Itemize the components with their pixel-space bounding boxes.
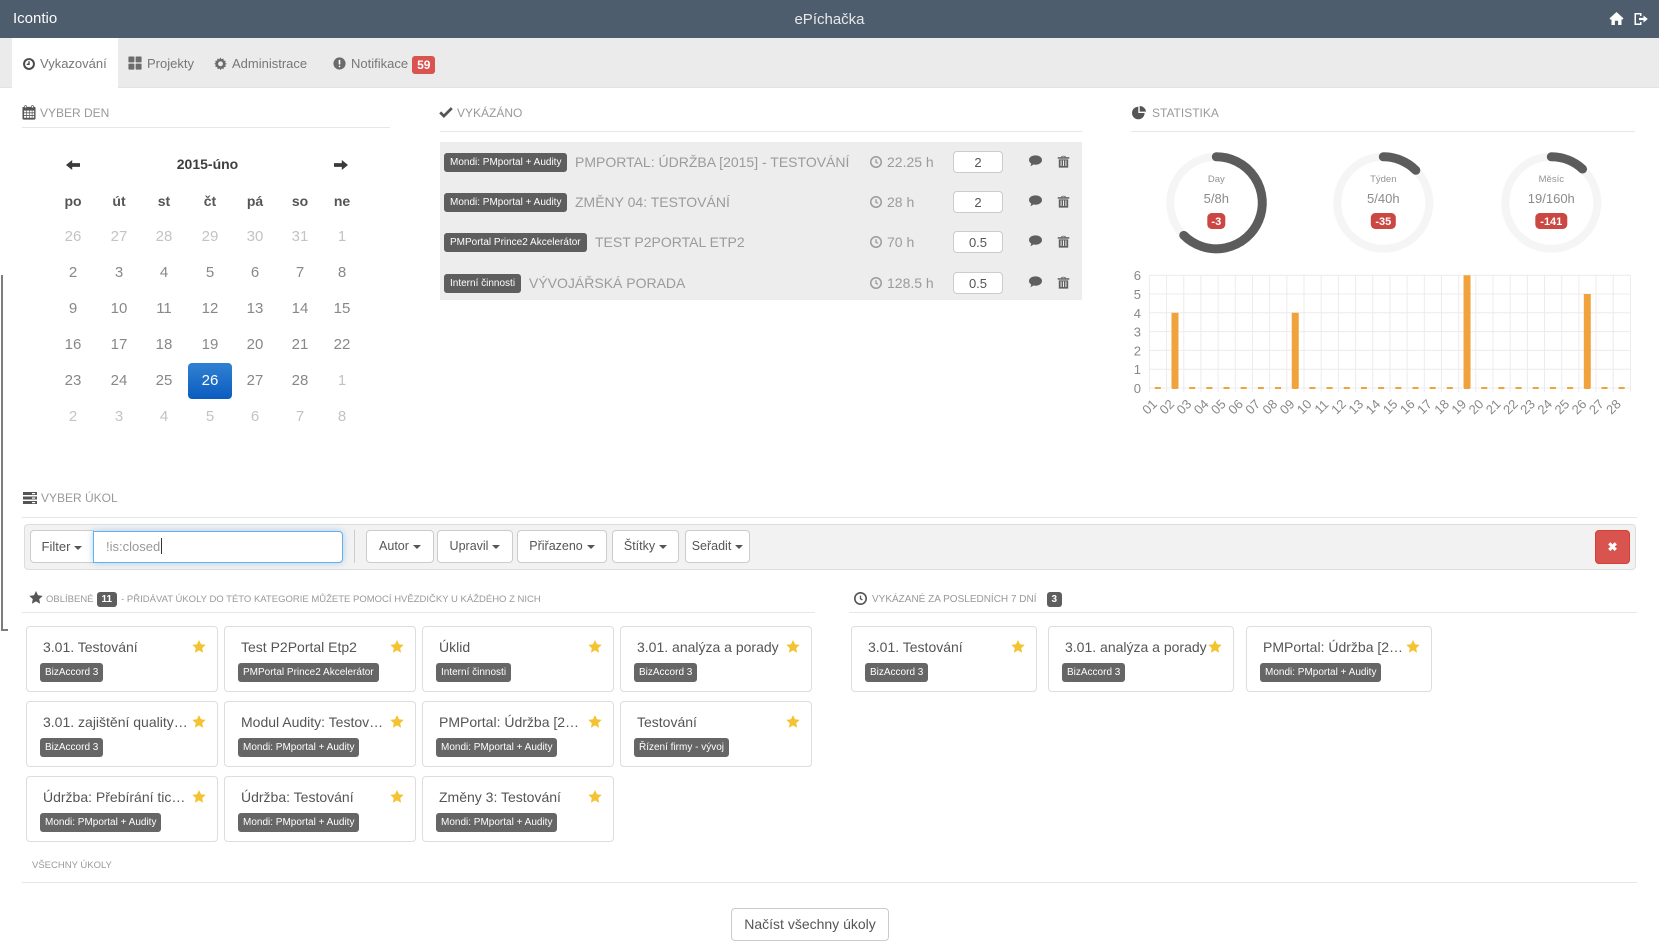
svg-text:5/40h: 5/40h bbox=[1367, 191, 1400, 206]
svg-text:6: 6 bbox=[1134, 268, 1141, 283]
svg-text:-3: -3 bbox=[1211, 216, 1221, 228]
svg-text:4: 4 bbox=[1134, 306, 1141, 321]
svg-text:Měsíc: Měsíc bbox=[1539, 174, 1565, 185]
svg-text:3: 3 bbox=[1134, 325, 1141, 340]
svg-text:28: 28 bbox=[1603, 396, 1624, 417]
svg-text:-141: -141 bbox=[1540, 216, 1562, 228]
svg-text:Day: Day bbox=[1208, 174, 1225, 185]
svg-text:1: 1 bbox=[1134, 362, 1141, 377]
svg-text:19/160h: 19/160h bbox=[1528, 191, 1575, 206]
svg-text:5: 5 bbox=[1134, 287, 1141, 302]
svg-text:5/8h: 5/8h bbox=[1204, 191, 1229, 206]
svg-text:Týden: Týden bbox=[1370, 174, 1396, 185]
svg-text:2: 2 bbox=[1134, 343, 1141, 358]
svg-text:0: 0 bbox=[1134, 381, 1141, 396]
svg-text:-35: -35 bbox=[1375, 216, 1391, 228]
